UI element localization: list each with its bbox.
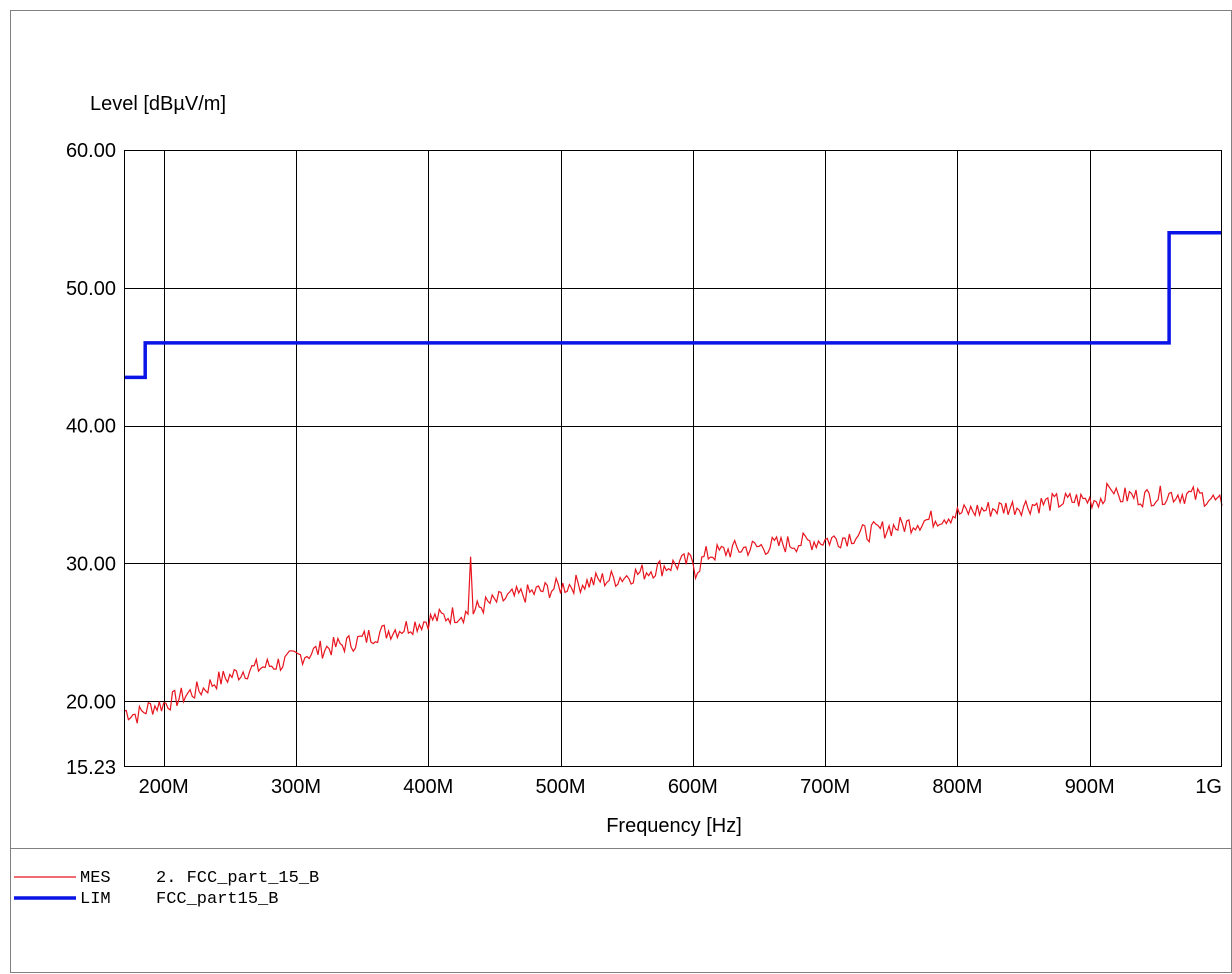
plot-area-border xyxy=(124,150,1222,767)
x-tick-label: 200M xyxy=(139,776,189,798)
y-tick-label: 30.00 xyxy=(66,553,116,575)
x-tick-label: 400M xyxy=(403,776,453,798)
legend-label: FCC_part15_B xyxy=(156,890,278,909)
legend-tag: MES xyxy=(80,869,111,888)
x-tick-label: 500M xyxy=(536,776,586,798)
y-tick-label: 20.00 xyxy=(66,691,116,713)
series-line-mes xyxy=(123,481,1223,724)
y-tick-labels: 60.00 50.00 40.00 30.00 20.00 15.23 xyxy=(66,140,116,779)
x-tick-label: 1G xyxy=(1195,776,1222,798)
series-layer xyxy=(123,230,1223,724)
x-tick-label: 800M xyxy=(932,776,982,798)
outer-border xyxy=(10,10,1232,973)
x-axis-title: Frequency [Hz] xyxy=(606,815,742,837)
legend: MES 2. FCC_part_15_B LIM FCC_part15_B xyxy=(14,869,319,909)
y-tick-label: 40.00 xyxy=(66,416,116,438)
y-tick-label: 15.23 xyxy=(66,757,116,779)
grid xyxy=(124,150,1222,767)
legend-label: 2. FCC_part_15_B xyxy=(156,869,319,888)
x-tick-label: 600M xyxy=(668,776,718,798)
x-tick-label: 900M xyxy=(1065,776,1115,798)
series-line-lim xyxy=(124,230,1222,380)
legend-tag: LIM xyxy=(80,890,111,909)
x-tick-label: 700M xyxy=(800,776,850,798)
y-axis-title: Level [dBµV/m] xyxy=(90,93,226,115)
y-tick-label: 50.00 xyxy=(66,278,116,300)
x-tick-label: 300M xyxy=(271,776,321,798)
x-tick-labels: 200M 300M 400M 500M 600M 700M 800M 900M 1G xyxy=(139,776,1222,798)
y-tick-label: 60.00 xyxy=(66,140,116,162)
